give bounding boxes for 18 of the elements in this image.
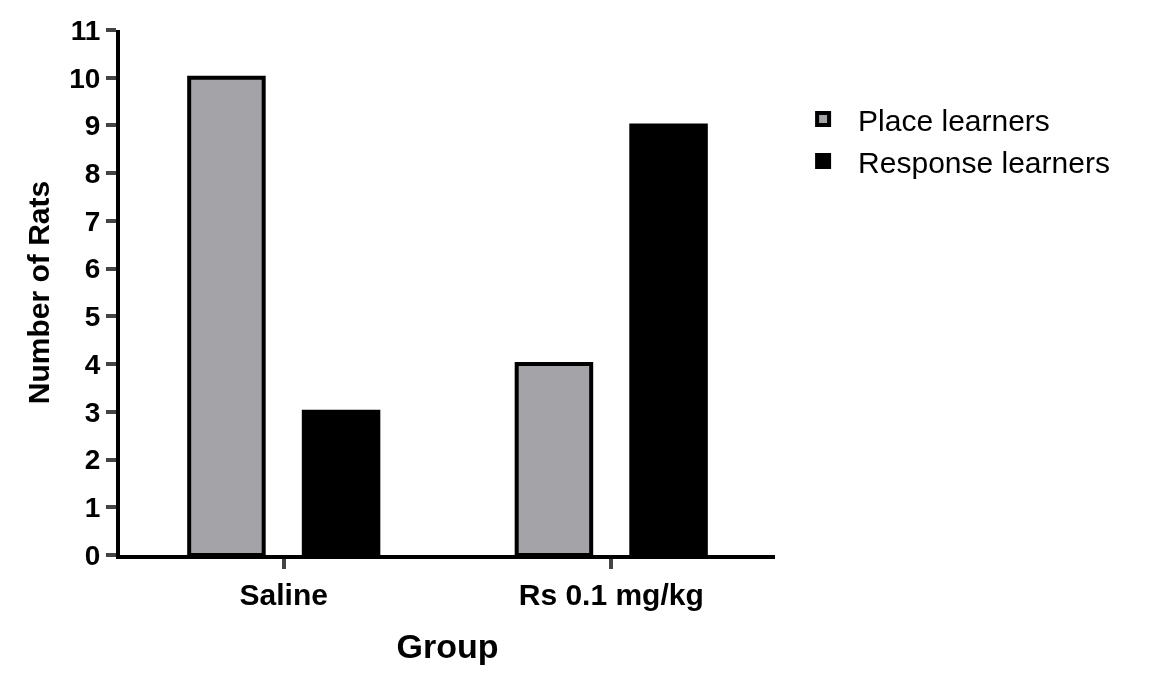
y-tick-label: 2 <box>84 444 101 476</box>
y-tick-label: 9 <box>84 110 101 142</box>
y-axis-title: Number of Rats <box>21 180 55 405</box>
y-tick-label: 1 <box>84 492 101 524</box>
y-tick-label: 6 <box>84 253 101 285</box>
y-tick-label: 11 <box>70 14 101 46</box>
x-axis-title: Group <box>396 626 499 665</box>
y-tick-label: 0 <box>84 539 101 571</box>
y-tick-label: 7 <box>84 205 101 237</box>
y-tick-label: 5 <box>84 301 101 333</box>
y-tick-label: 4 <box>84 348 101 380</box>
y-tick-label: 10 <box>69 62 101 94</box>
x-tick-label: Saline <box>239 578 328 611</box>
legend-label: Place learners <box>858 103 1050 137</box>
y-tick-label: 3 <box>84 396 101 428</box>
x-tick-label: Rs 0.1 mg/kg <box>518 578 704 611</box>
y-tick-label: 8 <box>84 157 101 189</box>
legend-label: Response learners <box>858 145 1110 179</box>
